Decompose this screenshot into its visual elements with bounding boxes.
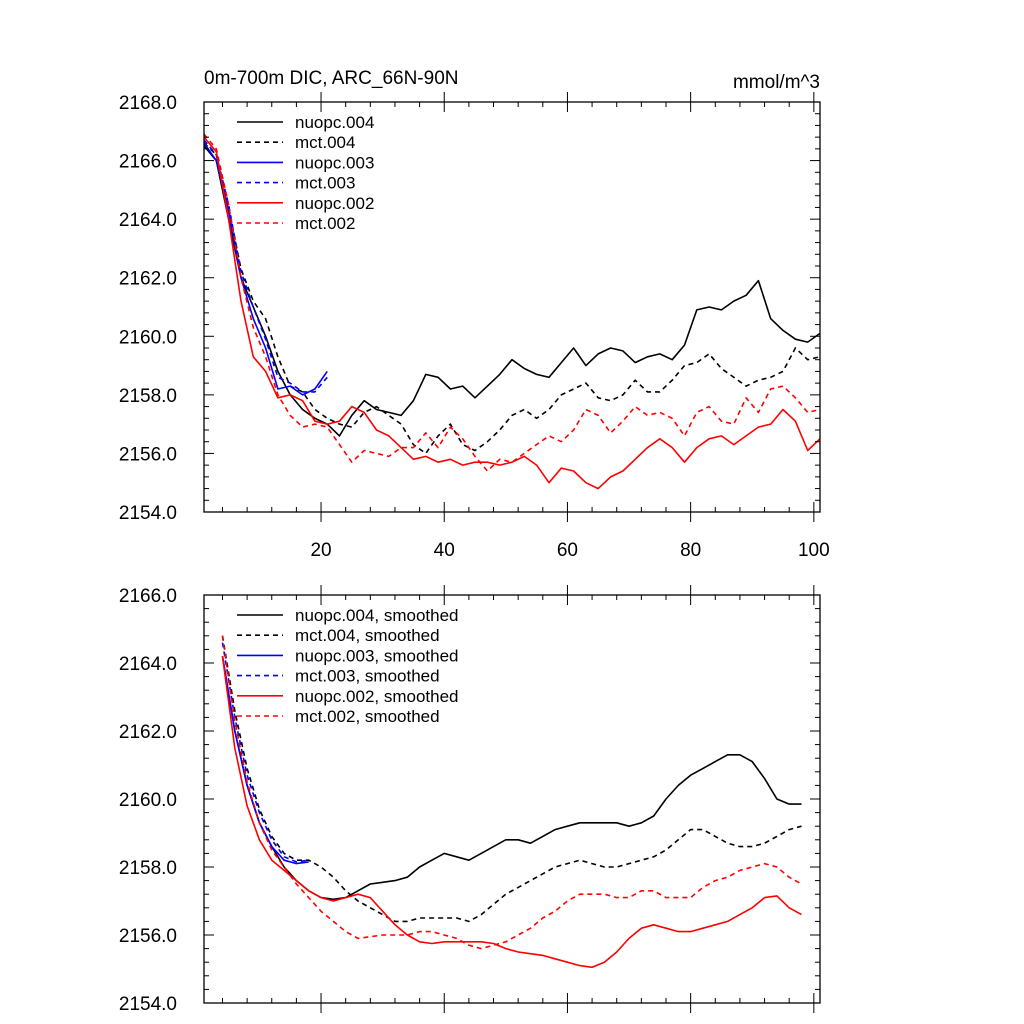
y-tick-label: 2168.0 (119, 93, 177, 114)
series-line-4 (221, 656, 802, 969)
y-tick-label: 2164.0 (119, 654, 177, 675)
legend-label: mct.002 (295, 214, 355, 233)
legend-label: mct.003, smoothed (295, 667, 440, 686)
y-tick-label: 2164.0 (119, 210, 177, 231)
x-tick-label: 40 (434, 540, 455, 561)
legend-label: mct.003 (295, 174, 355, 193)
y-tick-label: 2158.0 (119, 386, 177, 407)
legend-label: nuopc.002 (295, 194, 374, 213)
series-line-2 (221, 656, 309, 865)
y-tick-label: 2162.0 (119, 269, 177, 290)
y-tick-label: 2166.0 (119, 586, 177, 607)
y-tick-label: 2156.0 (119, 444, 177, 465)
y-tick-label: 2160.0 (119, 790, 177, 811)
y-tick-label: 2154.0 (119, 503, 177, 524)
bottom-chart-panel: 2154.0 2156.0 2158.0 2160.0 2162.0 2164.0 2166… (119, 585, 821, 1015)
chart-title: 0m-700m DIC, ARC_66N-90N (204, 68, 458, 89)
series-line-1 (221, 635, 802, 923)
series-line-1 (203, 142, 821, 455)
y-tick-label: 2166.0 (119, 152, 177, 173)
legend-label: mct.004, smoothed (295, 626, 440, 645)
series-line-4 (203, 136, 821, 490)
legend-label: nuopc.004, smoothed (295, 606, 459, 625)
legend-label: nuopc.003, smoothed (295, 646, 459, 665)
x-tick-label: 100 (798, 540, 830, 561)
plot-frame (203, 101, 821, 513)
series-line-5 (221, 635, 802, 950)
legend-label: nuopc.004 (295, 113, 374, 132)
y-tick-label: 2154.0 (119, 994, 177, 1015)
series-line-0 (203, 145, 821, 437)
series-line-3 (203, 139, 328, 393)
legend-label: nuopc.003 (295, 153, 374, 172)
series-line-5 (203, 133, 821, 472)
legend-label: nuopc.002, smoothed (295, 687, 459, 706)
y-tick-label: 2156.0 (119, 926, 177, 947)
chart-units: mmol/m^3 (733, 72, 820, 93)
x-tick-label: 60 (557, 540, 578, 561)
x-tick-label: 20 (310, 540, 331, 561)
legend-label: mct.004 (295, 133, 355, 152)
x-tick-label: 80 (680, 540, 701, 561)
series-group (203, 133, 821, 490)
y-tick-label: 2160.0 (119, 327, 177, 348)
y-tick-label: 2162.0 (119, 722, 177, 743)
series-group (221, 635, 802, 969)
legend-label: mct.002, smoothed (295, 707, 440, 726)
top-chart-panel: 2154.0 2156.0 2158.0 2160.0 2162.0 2164.0 2166… (119, 68, 830, 561)
y-tick-label: 2158.0 (119, 858, 177, 879)
